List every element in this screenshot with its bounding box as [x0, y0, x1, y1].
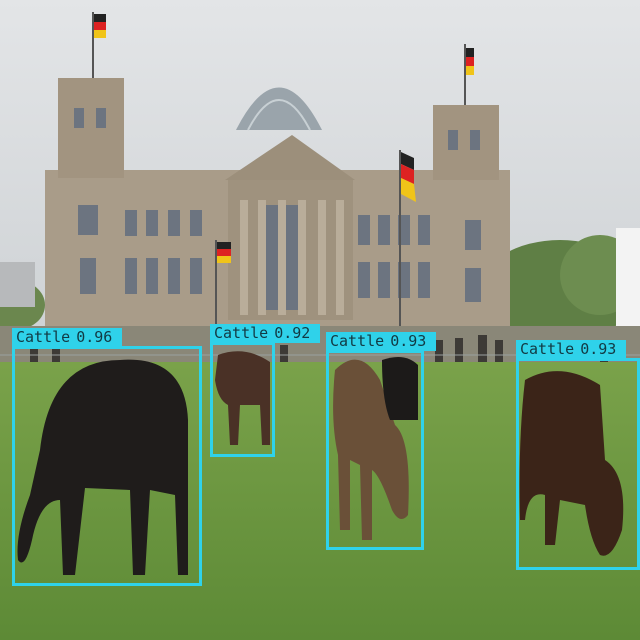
- detection-box-3: Cattle 0.93: [326, 332, 437, 550]
- detection-box-4: Cattle 0.93: [516, 340, 640, 570]
- detection-box-2: Cattle 0.92: [210, 324, 321, 457]
- cattle-1-shape: [17, 359, 188, 575]
- cattle-3-shape: [333, 356, 418, 540]
- cattle-2-shape: [215, 351, 270, 445]
- detection-box-1: Cattle 0.96: [12, 328, 202, 586]
- detection-label-3: Cattle 0.93: [326, 332, 437, 351]
- detection-label-2: Cattle 0.92: [210, 324, 321, 343]
- reichstag-building: [45, 78, 510, 330]
- cattle-4-shape: [519, 371, 624, 556]
- detection-label-1: Cattle 0.96: [12, 328, 123, 347]
- flags: [92, 12, 474, 330]
- detection-label-4: Cattle 0.93: [516, 340, 627, 359]
